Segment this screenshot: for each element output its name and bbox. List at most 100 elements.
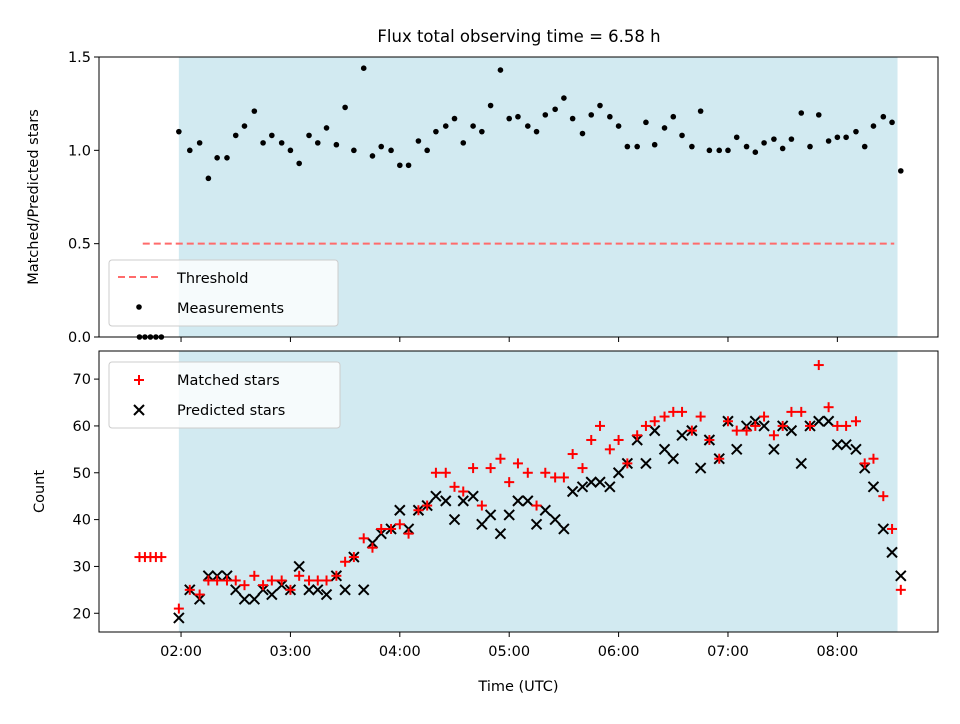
measurement-point bbox=[296, 160, 302, 167]
cross-stroke-b bbox=[640, 457, 652, 470]
measurement-point bbox=[333, 141, 340, 148]
bottom-x-ticks: 02:00 03:00 04:00 05:00 06:00 07:00 08:00 bbox=[160, 632, 858, 660]
measurement-point bbox=[524, 123, 531, 129]
measurement-point bbox=[779, 145, 786, 152]
cross-stroke-b bbox=[867, 481, 880, 493]
matched-star-marker bbox=[722, 416, 733, 427]
cross-stroke-b bbox=[877, 523, 890, 535]
cross-stroke-b bbox=[676, 429, 688, 442]
matched-star-marker bbox=[430, 467, 441, 478]
measurement-point bbox=[470, 123, 476, 129]
measurement-point bbox=[186, 147, 193, 154]
top-legend-box bbox=[108, 259, 339, 327]
cross-stroke-b bbox=[648, 424, 661, 437]
measurement-point bbox=[506, 115, 513, 122]
cross-stroke-b bbox=[476, 518, 488, 530]
matched-star-marker bbox=[750, 420, 761, 431]
cross-stroke-b bbox=[785, 424, 798, 437]
measurement-point bbox=[388, 147, 394, 154]
predicted-star-marker bbox=[795, 457, 807, 470]
measurement-point bbox=[251, 108, 258, 114]
cross-stroke-b bbox=[813, 415, 825, 427]
bottom-y-axis-label: Count bbox=[32, 470, 48, 513]
measurement-point bbox=[533, 128, 540, 135]
predicted-star-marker bbox=[339, 584, 351, 596]
cross-stroke-b bbox=[594, 476, 606, 488]
measurement-point bbox=[706, 147, 713, 154]
predicted-star-marker bbox=[867, 481, 880, 493]
predicted-star-marker bbox=[886, 546, 898, 559]
cross-stroke-b bbox=[530, 518, 543, 530]
predicted-star-marker bbox=[768, 443, 780, 456]
matched-star-marker bbox=[558, 472, 569, 483]
matched-star-marker bbox=[203, 575, 214, 586]
matched-star-marker bbox=[741, 425, 752, 436]
predicted-star-marker bbox=[494, 527, 507, 540]
predicted-star-marker bbox=[549, 513, 561, 526]
measurement-point bbox=[224, 155, 230, 161]
matched-star-marker bbox=[276, 575, 287, 586]
matched-star-marker bbox=[358, 533, 369, 544]
matched-star-marker bbox=[194, 589, 205, 600]
predicted-star-marker bbox=[539, 504, 552, 516]
top-y-axis-label: Matched/Predicted stars bbox=[26, 109, 42, 285]
measurement-point bbox=[898, 168, 904, 174]
cross-stroke-b bbox=[358, 584, 370, 596]
predicted-star-marker bbox=[358, 584, 370, 596]
cross-stroke-b bbox=[895, 570, 907, 582]
measurement-point bbox=[451, 115, 458, 122]
cross-stroke-b bbox=[604, 481, 616, 493]
predicted-star-marker bbox=[813, 415, 825, 427]
measurement-point bbox=[670, 113, 677, 120]
measurement-point bbox=[287, 147, 294, 154]
measurement-point bbox=[278, 140, 285, 146]
cross-stroke-b bbox=[293, 560, 305, 573]
y-tick-label: 20 bbox=[73, 606, 91, 622]
measurement-point bbox=[487, 102, 494, 109]
y-tick-label: 0.5 bbox=[68, 237, 91, 253]
matched-star-marker bbox=[632, 430, 643, 441]
matched-star-marker bbox=[731, 425, 742, 436]
matched-star-marker bbox=[449, 481, 460, 492]
predicted-star-marker bbox=[484, 509, 497, 521]
cross-stroke-b bbox=[312, 584, 324, 596]
predicted-star-marker bbox=[248, 593, 261, 605]
predicted-star-marker bbox=[648, 424, 661, 437]
predicted-star-marker bbox=[566, 485, 579, 498]
measurement-point bbox=[196, 140, 203, 146]
predicted-star-marker bbox=[266, 588, 278, 601]
y-tick-label: 70 bbox=[73, 372, 91, 388]
measurement-point bbox=[716, 147, 723, 154]
measurement-point bbox=[433, 128, 439, 135]
predicted-star-marker bbox=[467, 490, 479, 502]
predicted-star-marker bbox=[831, 438, 844, 451]
cross-stroke-b bbox=[230, 584, 242, 596]
matched-star-marker bbox=[832, 420, 843, 431]
cross-stroke-b bbox=[303, 584, 315, 596]
matched-star-marker bbox=[221, 575, 232, 586]
matched-star-marker bbox=[677, 406, 688, 417]
predicted-star-marker bbox=[238, 593, 251, 605]
cross-stroke-b bbox=[795, 457, 807, 470]
legend-matched-swatch bbox=[134, 375, 144, 385]
matched-star-marker bbox=[594, 420, 605, 431]
measurement-point bbox=[889, 119, 895, 126]
x-tick-label: 07:00 bbox=[707, 644, 749, 660]
matched-star-marker bbox=[659, 411, 670, 422]
x-tick-label: 02:00 bbox=[160, 644, 202, 660]
matched-star-marker bbox=[714, 453, 725, 464]
predicted-star-marker bbox=[320, 588, 333, 601]
predicted-star-marker bbox=[576, 481, 589, 493]
cross-stroke-b bbox=[822, 415, 835, 427]
measurement-point bbox=[843, 134, 849, 141]
legend-measurement-swatch bbox=[136, 304, 142, 310]
measurement-point bbox=[415, 138, 422, 144]
predicted-star-marker bbox=[658, 443, 671, 456]
top-legend: Threshold Measurements bbox=[108, 259, 339, 327]
cross-stroke-b bbox=[840, 438, 852, 451]
matched-star-marker bbox=[495, 453, 506, 464]
matched-star-marker bbox=[184, 584, 195, 595]
y-tick-label: 50 bbox=[73, 466, 91, 482]
matched-star-marker bbox=[768, 430, 779, 441]
measurement-point bbox=[870, 123, 877, 129]
